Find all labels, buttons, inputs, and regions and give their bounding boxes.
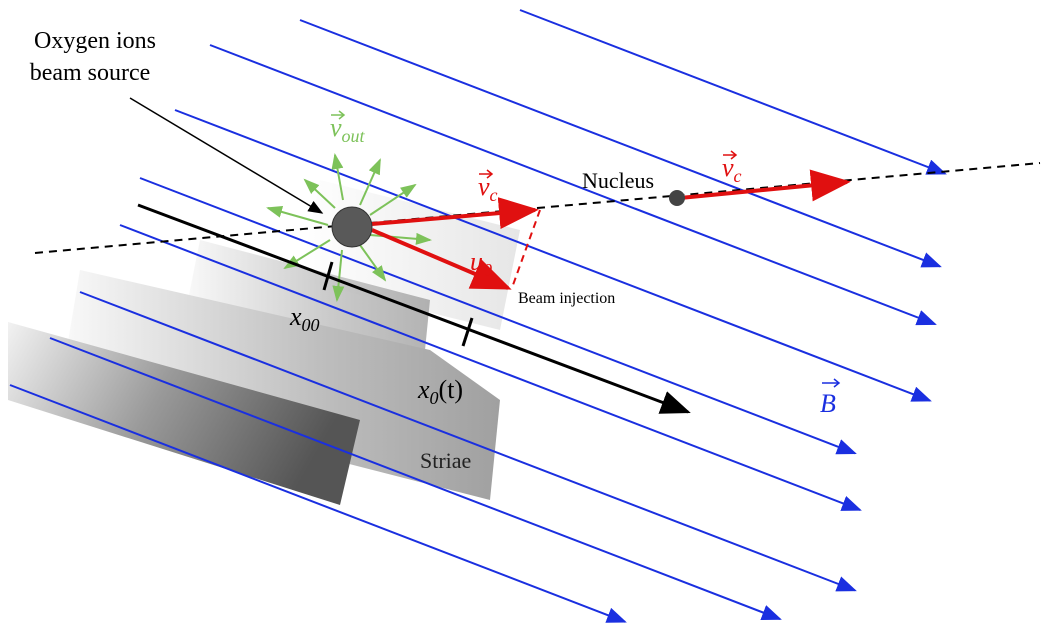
diagram: Oxygen ions beam source Nucleus Beam inj… bbox=[0, 0, 1045, 629]
symbol: x bbox=[417, 375, 430, 404]
subscript: 0 bbox=[483, 260, 492, 280]
math-label: vout bbox=[330, 113, 366, 146]
symbol: x bbox=[289, 302, 302, 331]
beam-source bbox=[332, 207, 372, 247]
math-label: x0(t) bbox=[417, 375, 463, 408]
injection-label: Beam injection bbox=[518, 290, 615, 307]
suffix: (t) bbox=[439, 375, 464, 404]
tick-x0t bbox=[463, 318, 472, 346]
symbol: u bbox=[470, 247, 483, 276]
field-line bbox=[520, 10, 945, 174]
subscript: out bbox=[342, 126, 366, 146]
nucleus bbox=[669, 190, 685, 206]
axis-line bbox=[35, 163, 1040, 253]
subscript: 00 bbox=[302, 315, 320, 335]
vector-arrow bbox=[822, 379, 839, 387]
source-label: beam source bbox=[30, 60, 151, 86]
striae-label: Striae bbox=[420, 448, 471, 473]
vc-arrow-right bbox=[680, 182, 847, 198]
injection-dash bbox=[513, 210, 540, 285]
subscript: c bbox=[734, 166, 742, 186]
nucleus-label: Nucleus bbox=[582, 168, 654, 193]
subscript: 0 bbox=[430, 388, 439, 408]
b-label: B bbox=[820, 389, 836, 418]
source-label: Oxygen ions bbox=[34, 28, 156, 54]
subscript: c bbox=[490, 185, 498, 205]
